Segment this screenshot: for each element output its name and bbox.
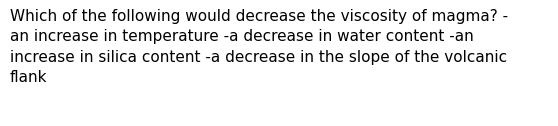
Text: Which of the following would decrease the viscosity of magma? -
an increase in t: Which of the following would decrease th… (10, 9, 508, 85)
